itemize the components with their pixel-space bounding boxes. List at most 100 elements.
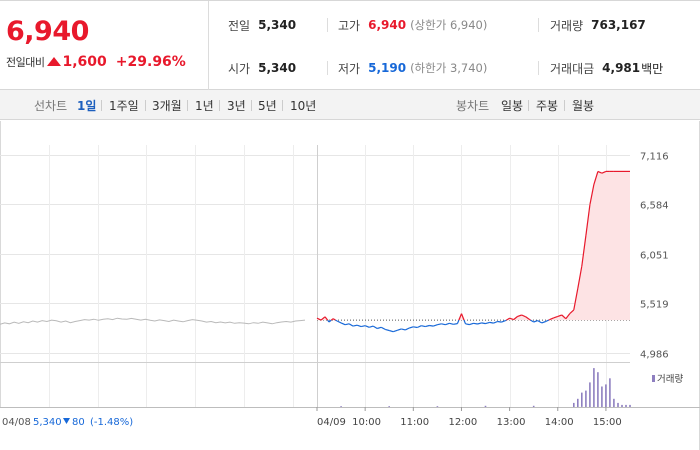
current-price: 6,940 [6,16,89,47]
today-line-segment [389,329,394,333]
today-line-segment [348,323,354,327]
divider [564,100,565,111]
today-line-segment [332,318,336,321]
today-line-segment [456,319,460,324]
today-line-segment [433,324,438,327]
tab-daily-candle[interactable]: 일봉 [501,99,524,113]
x-tick-label: 14:00 [545,417,574,428]
tab-1day[interactable]: 1일 [77,99,97,113]
today-line-segment [380,326,386,330]
upper-limit: (상한가 6,940) [410,18,488,32]
volume-bar [436,406,439,407]
tab-monthly-candle[interactable]: 월봉 [572,99,595,113]
stat-label: 고가 [338,18,361,33]
tab-3years[interactable]: 3년 [227,99,246,113]
today-line-segment [320,316,326,321]
today-line-segment [601,170,607,174]
today-line-segment [330,318,334,321]
x-tick-label: 04/09 [317,417,346,428]
tab-1week[interactable]: 1주일 [109,99,139,113]
today-line-segment [465,323,470,326]
y-tick-label: 6,051 [640,251,669,262]
volume-bar [593,368,595,407]
today-line-segment [445,322,450,326]
today-line-segment [372,325,378,330]
today-line-segment [463,319,467,325]
today-line-segment [577,266,583,289]
stat-label: 전일 [228,18,251,33]
change-row: 전일대비 1,600 +29.96% [6,53,186,71]
today-line-segment [453,323,458,325]
today-line-segment [593,171,599,185]
volume-bar [585,390,587,407]
tab-weekly-candle[interactable]: 주봉 [536,99,559,113]
change-percent: +29.96% [115,54,186,70]
today-line-segment [561,314,567,320]
today-line-segment [485,321,490,325]
volume-bar [388,406,390,407]
today-line-segment [437,323,442,326]
volume-bar [581,392,583,407]
today-line-segment [589,184,595,205]
today-line-segment [421,325,426,328]
divider [538,18,539,32]
volume-bar [340,406,342,407]
today-line-segment [549,317,555,321]
x-tick-label: 12:00 [448,417,477,428]
volume-legend-label: 거래량 [657,373,683,385]
today-line-segment [553,315,558,319]
today-line-segment [541,320,546,324]
divider [187,100,188,111]
tab-10years[interactable]: 10년 [290,99,317,113]
prev-day-line [0,317,306,325]
stat-value: 6,940 [368,18,407,32]
stat-value: 4,981 [602,61,641,75]
today-line-segment [425,324,430,328]
change-value: 1,600 [62,54,107,70]
today-line-segment [569,309,575,315]
price-chart[interactable]: 7,116 6,584 6,051 5,519 4,986 거래량 04/08 5,340 80… [0,121,700,450]
tab-3months[interactable]: 3개월 [152,99,182,113]
today-line-segment [573,288,579,311]
today-line-segment [352,324,358,327]
volume-bar [577,398,579,407]
today-line-segment [385,328,390,332]
volume-bar [589,382,591,407]
x-tick-label: 04/08 [2,417,31,428]
volume-bar [625,404,627,407]
tab-1year[interactable]: 1년 [195,99,214,113]
quote-stats: 전일 5,340 고가 6,940 (상한가 6,940) 거래량 763,16… [210,1,700,91]
x-tick-label: 13:00 [497,417,526,428]
stat-volume: 거래량 763,167 [550,17,646,33]
today-line-segment [344,323,350,326]
volume-bar [617,402,619,407]
stat-label: 시가 [228,61,251,76]
today-line-segment [473,322,478,325]
today-line-segment [340,322,346,326]
today-line-segment [525,316,531,321]
today-line-segment [597,170,603,174]
divider [251,100,252,111]
volume-legend-swatch [652,375,655,382]
today-line-segment [545,319,549,323]
today-line-segment [328,319,332,323]
up-area-fill [317,171,630,321]
today-line-segment [397,328,402,331]
today-line-segment [477,322,482,325]
candle-chart-group-label: 봉차트 [456,99,490,113]
today-line-segment [493,320,498,324]
today-line-segment [481,322,486,325]
today-line-segment [356,324,362,328]
prev-change-label: 80 [72,417,85,428]
volume-bar [609,378,611,407]
today-line-segment [429,324,434,327]
today-line-segment [557,314,562,317]
today-line-segment [441,323,446,326]
today-line-segment [509,317,514,321]
y-tick-label: 5,519 [640,300,669,311]
divider [528,100,529,111]
tab-5years[interactable]: 5년 [258,99,277,113]
stat-unit: 백만 [641,61,664,76]
today-line-segment [497,320,502,323]
today-line-segment [417,325,422,329]
